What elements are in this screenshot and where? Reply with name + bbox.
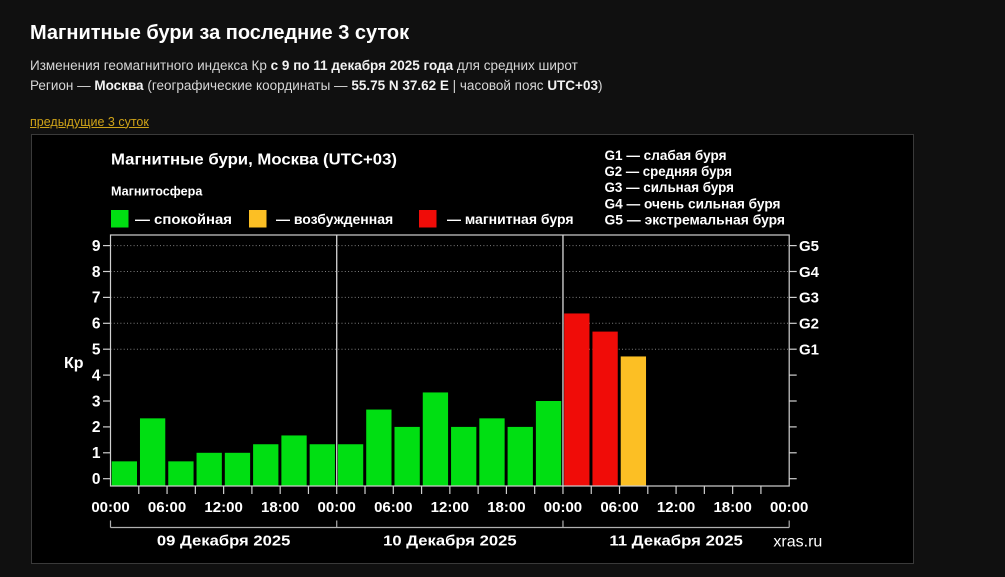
svg-text:18:00: 18:00 <box>487 499 525 516</box>
svg-text:10 Декабря 2025: 10 Декабря 2025 <box>383 533 517 550</box>
svg-text:00:00: 00:00 <box>91 499 129 516</box>
svg-text:— магнитная буря: — магнитная буря <box>447 211 574 227</box>
svg-text:11 Декабря 2025: 11 Декабря 2025 <box>609 533 743 550</box>
svg-text:— возбужденная: — возбужденная <box>276 211 393 227</box>
svg-text:12:00: 12:00 <box>657 499 695 516</box>
svg-text:1: 1 <box>92 445 101 462</box>
svg-text:3: 3 <box>92 393 101 410</box>
svg-text:8: 8 <box>92 264 101 281</box>
svg-text:9: 9 <box>92 238 101 255</box>
svg-text:0: 0 <box>92 471 101 488</box>
svg-text:G3 — сильная буря: G3 — сильная буря <box>605 179 735 195</box>
svg-text:6: 6 <box>92 316 101 333</box>
svg-text:4: 4 <box>92 367 101 384</box>
svg-text:18:00: 18:00 <box>713 499 751 516</box>
svg-text:5: 5 <box>92 342 101 359</box>
svg-text:06:00: 06:00 <box>148 499 186 516</box>
svg-text:G4: G4 <box>799 264 820 281</box>
svg-text:G3: G3 <box>799 290 819 307</box>
svg-text:G5 — экстремальная буря: G5 — экстремальная буря <box>605 212 786 228</box>
svg-text:G2 — средняя буря: G2 — средняя буря <box>605 163 733 179</box>
svg-text:G1 — слабая буря: G1 — слабая буря <box>605 147 727 163</box>
svg-text:Магнитосфера: Магнитосфера <box>111 185 203 199</box>
svg-text:00:00: 00:00 <box>770 499 808 516</box>
svg-text:00:00: 00:00 <box>318 499 356 516</box>
svg-text:xras.ru: xras.ru <box>773 533 822 550</box>
svg-text:2: 2 <box>92 419 101 436</box>
svg-text:06:00: 06:00 <box>374 499 412 516</box>
svg-text:09 Декабря 2025: 09 Декабря 2025 <box>157 533 291 550</box>
svg-text:12:00: 12:00 <box>204 499 242 516</box>
svg-text:G1: G1 <box>799 342 819 359</box>
svg-text:12:00: 12:00 <box>431 499 469 516</box>
svg-text:G2: G2 <box>799 316 819 333</box>
svg-text:7: 7 <box>92 290 101 307</box>
svg-text:— спокойная: — спокойная <box>135 211 232 227</box>
svg-text:Магнитные бури, Москва (UTC+03: Магнитные бури, Москва (UTC+03) <box>111 152 397 169</box>
svg-text:06:00: 06:00 <box>600 499 638 516</box>
svg-text:00:00: 00:00 <box>544 499 582 516</box>
svg-text:18:00: 18:00 <box>261 499 299 516</box>
svg-text:G5: G5 <box>799 238 819 255</box>
svg-text:Кр: Кр <box>64 355 84 372</box>
svg-text:G4 — очень сильная буря: G4 — очень сильная буря <box>605 195 781 211</box>
